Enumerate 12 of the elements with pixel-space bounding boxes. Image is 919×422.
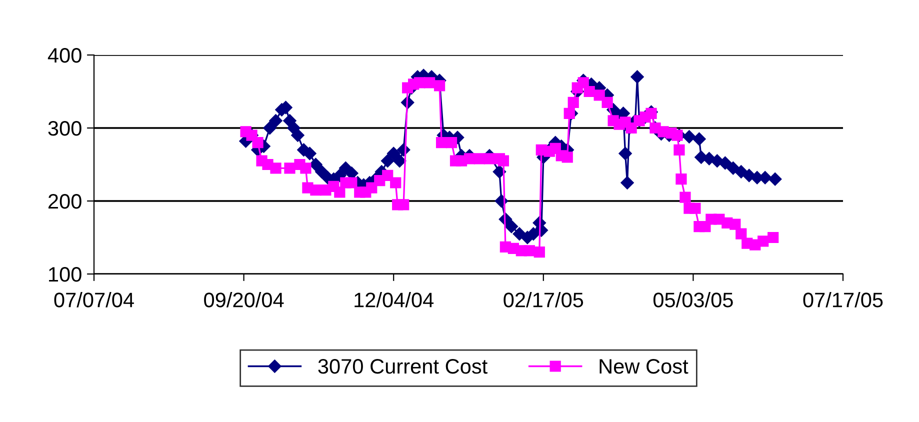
x-tick-label: 09/20/04 bbox=[204, 292, 284, 308]
x-tick-label: 05/03/05 bbox=[653, 292, 733, 308]
x-tick-label: 07/07/04 bbox=[54, 292, 134, 308]
x-tick-label: 02/17/05 bbox=[504, 292, 584, 308]
y-tick-label: 300 bbox=[48, 121, 82, 136]
y-tick-label: 100 bbox=[49, 267, 82, 282]
legend-label: 3070 Current Cost bbox=[318, 359, 488, 374]
y-tick-label: 200 bbox=[48, 194, 82, 209]
y-tick-label: 400 bbox=[48, 48, 82, 63]
x-tick-label: 07/17/05 bbox=[803, 292, 883, 308]
x-tick-label: 12/04/04 bbox=[354, 292, 434, 308]
legend-label: New Cost bbox=[600, 359, 688, 374]
